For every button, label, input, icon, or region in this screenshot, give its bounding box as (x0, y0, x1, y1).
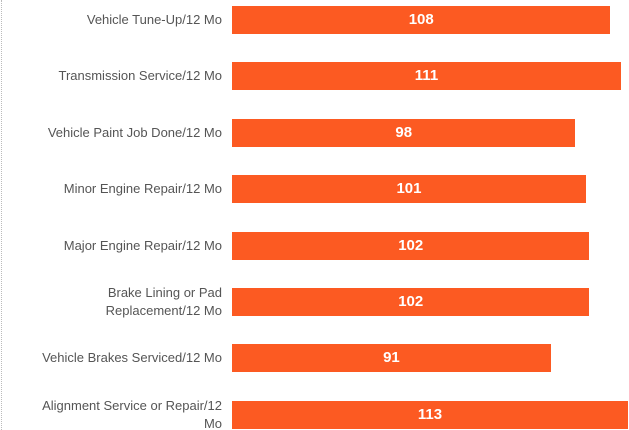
category-label: Transmission Service/12 Mo (58, 68, 222, 84)
category-label: Vehicle Brakes Serviced/12 Mo (42, 350, 222, 366)
bar (232, 231, 590, 260)
category-label: Major Engine Repair/12 Mo (63, 237, 222, 253)
value-label: 113 (417, 405, 443, 423)
value-label: 111 (414, 67, 439, 85)
value-label: 102 (398, 236, 424, 254)
bar (232, 288, 590, 316)
bar (232, 6, 611, 34)
bar (232, 118, 576, 147)
category-label: Minor Engine Repair/12 Mo (63, 181, 222, 197)
category-label: Alignment Service or Repair/12 Mo (42, 397, 222, 430)
category-label: Vehicle Paint Job Done/12 Mo (47, 124, 222, 140)
value-label: 91 (383, 349, 400, 367)
value-label: 101 (396, 180, 422, 198)
bar (232, 175, 586, 204)
value-label: 98 (395, 123, 413, 141)
bar (232, 62, 621, 91)
bar (232, 400, 628, 429)
category-label: Brake Lining or Pad Replacement/12 Mo (105, 285, 222, 318)
bar (232, 344, 551, 373)
category-label: Vehicle Tune-Up/12 Mo (86, 12, 222, 27)
frame-edge (1, 0, 2, 430)
value-label: 108 (408, 11, 434, 28)
value-label: 102 (398, 293, 424, 310)
